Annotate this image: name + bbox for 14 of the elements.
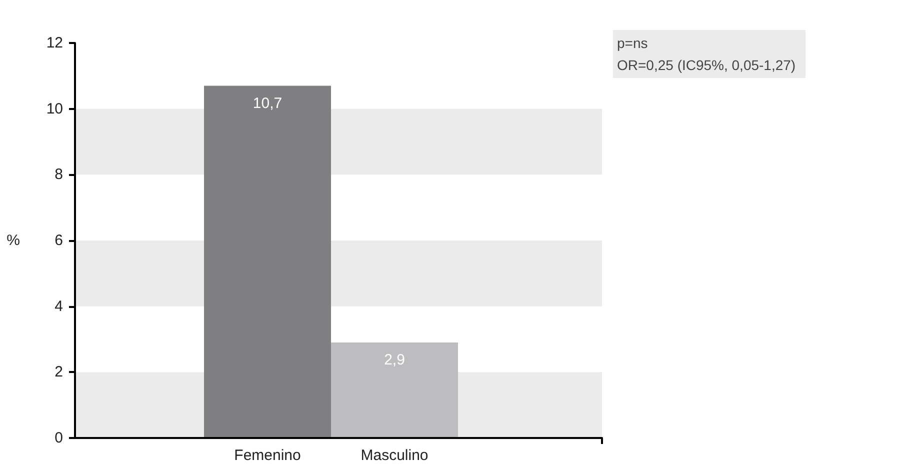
y-axis-title: % — [6, 232, 20, 249]
data-label: 2,9 — [384, 352, 405, 369]
y-tick-label: 8 — [54, 166, 63, 184]
y-tick-label: 0 — [54, 430, 63, 446]
text: p=ns — [617, 35, 648, 51]
y-tick-label: 2 — [54, 364, 63, 381]
text: OR=0,25 (IC95%, 0,05-1,27) — [617, 57, 796, 73]
y-tick-label: 12 — [46, 34, 63, 52]
x-tick-label: Masculino — [360, 447, 428, 464]
y-tick-label: 6 — [54, 232, 63, 249]
x-tick-label: Femenino — [234, 447, 301, 464]
y-tick-label: 4 — [54, 298, 63, 315]
y-tick-label: 10 — [46, 100, 63, 118]
data-label: 10,7 — [252, 94, 282, 112]
